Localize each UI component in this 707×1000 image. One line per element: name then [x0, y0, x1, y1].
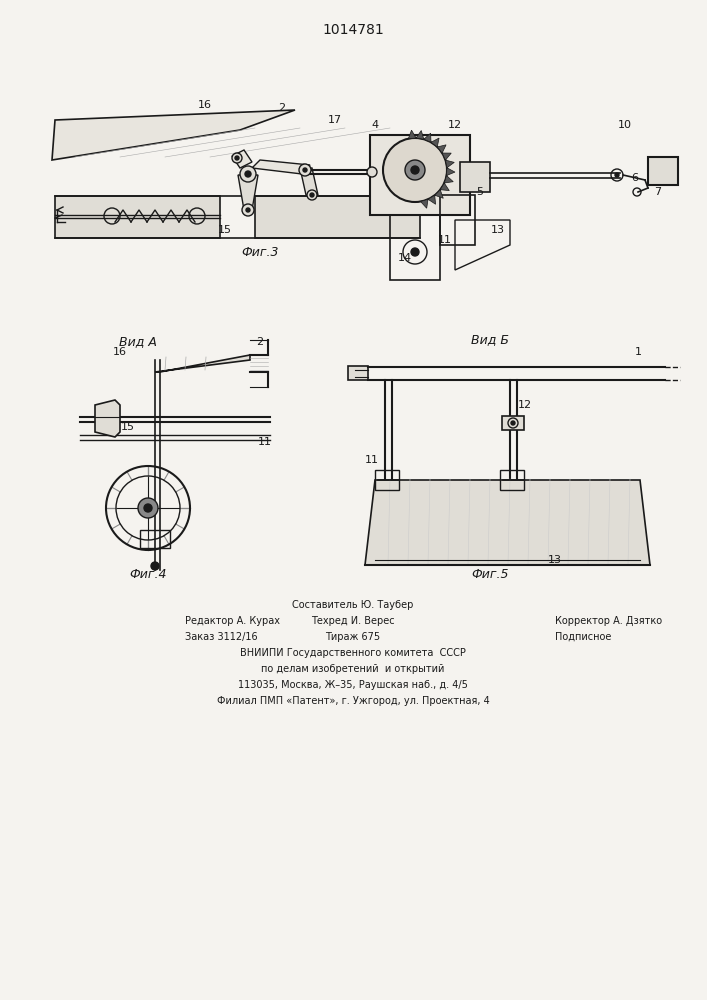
- Text: Корректор А. Дзятко: Корректор А. Дзятко: [555, 616, 662, 626]
- Polygon shape: [238, 175, 258, 210]
- Polygon shape: [52, 110, 295, 160]
- Circle shape: [303, 168, 307, 172]
- Polygon shape: [155, 355, 250, 372]
- Polygon shape: [423, 133, 431, 142]
- Polygon shape: [435, 190, 443, 198]
- Polygon shape: [252, 160, 310, 174]
- Bar: [140, 530, 170, 548]
- Text: по делам изобретений  и открытий: по делам изобретений и открытий: [262, 664, 445, 674]
- Polygon shape: [232, 150, 252, 168]
- Circle shape: [383, 138, 447, 202]
- Bar: [348, 366, 368, 380]
- Text: 16: 16: [113, 347, 127, 357]
- Text: Редактор А. Курах: Редактор А. Курах: [185, 616, 280, 626]
- Text: 2: 2: [257, 337, 264, 347]
- Text: Фиг.4: Фиг.4: [129, 568, 167, 582]
- Text: 15: 15: [121, 422, 135, 432]
- Circle shape: [405, 160, 425, 180]
- Text: 1: 1: [634, 347, 641, 357]
- Text: 11: 11: [438, 235, 452, 245]
- Text: 12: 12: [448, 120, 462, 130]
- Text: Техред И. Верес: Техред И. Верес: [311, 616, 395, 626]
- Circle shape: [367, 167, 377, 177]
- Text: Составитель Ю. Таубер: Составитель Ю. Таубер: [292, 600, 414, 610]
- Circle shape: [411, 166, 419, 174]
- Circle shape: [138, 498, 158, 518]
- Polygon shape: [442, 153, 451, 160]
- Text: 10: 10: [618, 120, 632, 130]
- Polygon shape: [440, 183, 449, 191]
- Polygon shape: [428, 195, 436, 204]
- Text: 11: 11: [258, 437, 272, 447]
- Text: Тираж 675: Тираж 675: [325, 632, 380, 642]
- Bar: [375, 470, 399, 490]
- Circle shape: [615, 173, 619, 177]
- Text: 7: 7: [655, 187, 662, 197]
- Bar: [502, 416, 524, 430]
- Text: Вид Б: Вид Б: [471, 334, 509, 347]
- Text: 12: 12: [518, 400, 532, 410]
- Circle shape: [310, 193, 314, 197]
- Text: 6: 6: [631, 173, 638, 183]
- Circle shape: [240, 166, 256, 182]
- Circle shape: [411, 248, 419, 256]
- Polygon shape: [444, 176, 453, 183]
- Text: 17: 17: [328, 115, 342, 125]
- Circle shape: [246, 208, 250, 212]
- Polygon shape: [431, 138, 439, 147]
- Text: Подписное: Подписное: [555, 632, 612, 642]
- Polygon shape: [95, 400, 120, 437]
- Circle shape: [511, 421, 515, 425]
- Circle shape: [242, 204, 254, 216]
- Bar: [390, 215, 440, 280]
- Text: 1014781: 1014781: [322, 23, 384, 37]
- Bar: [370, 135, 470, 215]
- Polygon shape: [416, 130, 423, 139]
- Text: ВНИИПИ Государственного комитета  СССР: ВНИИПИ Государственного комитета СССР: [240, 648, 466, 658]
- Text: Фиг.5: Фиг.5: [472, 568, 509, 582]
- Bar: [648, 157, 678, 185]
- Polygon shape: [409, 130, 416, 139]
- Text: 113035, Москва, Ж–35, Раушская наб., д. 4/5: 113035, Москва, Ж–35, Раушская наб., д. …: [238, 680, 468, 690]
- Text: 13: 13: [548, 555, 562, 565]
- Circle shape: [232, 153, 242, 163]
- Circle shape: [307, 190, 317, 200]
- Circle shape: [299, 164, 311, 176]
- Bar: [500, 470, 524, 490]
- Polygon shape: [365, 480, 650, 565]
- Text: Фиг.3: Фиг.3: [241, 245, 279, 258]
- Bar: [440, 195, 475, 245]
- Circle shape: [235, 156, 239, 160]
- Polygon shape: [300, 168, 318, 195]
- Text: 11: 11: [365, 455, 379, 465]
- Bar: [460, 162, 490, 192]
- Circle shape: [151, 562, 159, 570]
- Circle shape: [245, 171, 251, 177]
- Text: Филиал ПМП «Патент», г. Ужгород, ул. Проектная, 4: Филиал ПМП «Патент», г. Ужгород, ул. Про…: [216, 696, 489, 706]
- Circle shape: [144, 504, 152, 512]
- Polygon shape: [437, 145, 446, 153]
- Text: 2: 2: [279, 103, 286, 113]
- Text: 4: 4: [371, 120, 378, 130]
- Bar: [55, 196, 220, 238]
- Text: 13: 13: [491, 225, 505, 235]
- Text: 5: 5: [477, 187, 484, 197]
- Text: Заказ 3112/16: Заказ 3112/16: [185, 632, 257, 642]
- Polygon shape: [445, 160, 455, 168]
- Text: Вид А: Вид А: [119, 336, 157, 349]
- Polygon shape: [421, 199, 428, 208]
- Text: 14: 14: [398, 253, 412, 263]
- Text: 15: 15: [218, 225, 232, 235]
- Bar: [255, 196, 420, 238]
- Polygon shape: [447, 168, 455, 176]
- Text: 16: 16: [198, 100, 212, 110]
